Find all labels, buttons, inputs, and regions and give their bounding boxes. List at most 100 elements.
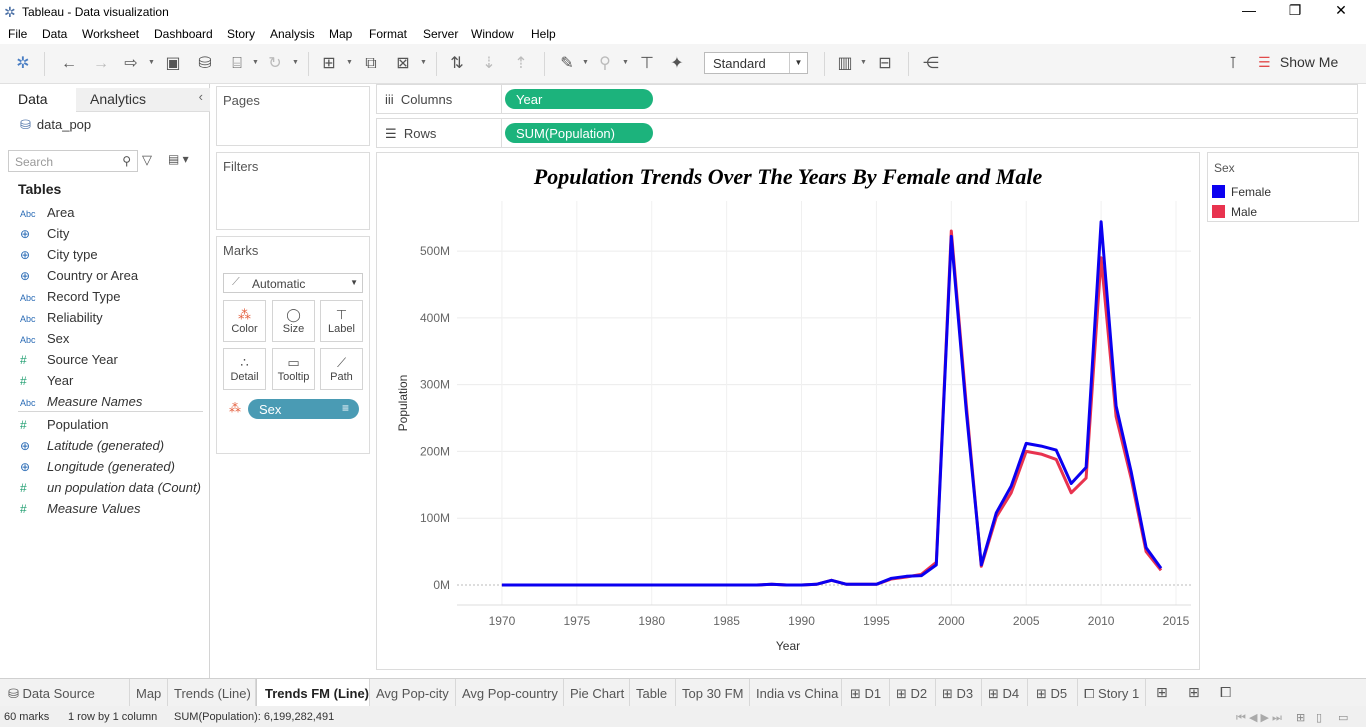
chevron-down-icon[interactable]: ▼ [622,59,629,66]
label-button[interactable]: ⊤ Label [320,300,363,342]
chevron-down-icon[interactable]: ▼ [420,59,427,66]
tab-d4[interactable]: ⊞ D4 [982,679,1028,707]
tab-india-vs-china[interactable]: India vs China [750,679,842,707]
tab-map[interactable]: Map [130,679,168,707]
path-button[interactable]: ⟋ Path [320,348,363,390]
field-record-type[interactable]: Abc Record Type [20,289,120,309]
field-measure-names[interactable]: Abc Measure Names [20,394,142,414]
tab-d3[interactable]: ⊞ D3 [936,679,982,707]
sex-color-pill[interactable]: Sex ≡ [248,399,359,419]
legend-item-female[interactable]: Female [1212,185,1271,199]
minimize-button[interactable]: — [1242,2,1256,18]
color-legend[interactable]: Sex Female Male [1207,152,1359,222]
field-latitude[interactable]: ⊕ Latitude (generated) [20,438,164,458]
pages-shelf[interactable]: Pages [216,86,370,146]
menu-server[interactable]: Server [423,27,459,41]
field-count[interactable]: # un population data (Count) [20,480,201,500]
filter-icon[interactable]: ▽ [142,152,152,167]
tooltip-pin-icon[interactable]: ⊺ [1228,55,1238,72]
chevron-down-icon[interactable]: ▼ [346,59,353,66]
field-city[interactable]: ⊕ City [20,226,69,246]
menu-map[interactable]: Map [329,27,353,41]
show-mark-labels-icon[interactable]: ⊤ [640,55,654,72]
field-reliability[interactable]: Abc Reliability [20,310,103,330]
menu-analysis[interactable]: Analysis [270,27,315,41]
chevron-down-icon[interactable]: ▼ [292,59,299,66]
fix-axes-icon[interactable]: ✦ [670,55,684,72]
rows-shelf[interactable]: ☰ Rows SUM(Population) [376,118,1358,148]
new-dashboard-tab-icon[interactable]: ⊞ [1188,684,1200,700]
close-button[interactable]: ✕ [1335,2,1347,18]
tab-data-source[interactable]: ⛁ Data Source [0,679,130,707]
tableau-home-icon[interactable]: ✲ [16,55,30,72]
menu-format[interactable]: Format [369,27,408,41]
sort-ascending-icon[interactable]: ⇣ [482,55,496,72]
fit-select[interactable]: Standard ▼ [704,52,808,74]
chevron-down-icon[interactable]: ▼ [252,59,259,66]
menu-story[interactable]: Story [227,27,256,41]
field-area[interactable]: Abc Area [20,205,74,225]
field-population[interactable]: # Population [20,417,108,437]
columns-shelf[interactable]: iii Columns Year [376,84,1358,114]
chart-view[interactable]: Population Trends Over The Years By Fema… [376,152,1200,670]
menu-window[interactable]: Window [471,27,514,41]
field-measure-values[interactable]: # Measure Values [20,501,140,521]
tab-d2[interactable]: ⊞ D2 [890,679,936,707]
chevron-down-icon[interactable]: ▼ [860,59,867,66]
tabs-view-icon[interactable]: ▭ [1338,712,1349,724]
size-button[interactable]: ◯ Size [272,300,315,342]
undo-icon[interactable]: ← [61,55,77,72]
redo-icon[interactable]: → [93,55,109,72]
sort-descending-icon[interactable]: ⇡ [514,55,528,72]
swap-rows-columns-icon[interactable]: ⇅ [450,55,464,72]
new-story-tab-icon[interactable]: ⧠ [1220,684,1232,700]
presentation-mode-icon[interactable]: ⊟ [878,55,892,72]
new-worksheet-tab-icon[interactable]: ⊞ [1156,684,1168,700]
datasource-item[interactable]: ⛁ data_pop [20,117,91,133]
field-source-year[interactable]: # Source Year [20,352,118,372]
detail-button[interactable]: ∴ Detail [223,348,266,390]
collapse-pane-icon[interactable]: ‹ [198,89,203,104]
menu-help[interactable]: Help [531,27,556,41]
show-me-button[interactable]: ☰ Show Me [1258,54,1338,71]
field-longitude[interactable]: ⊕ Longitude (generated) [20,459,175,479]
tab-d1[interactable]: ⊞ D1 [842,679,890,707]
color-button[interactable]: ⁂ Color [223,300,266,342]
highlight-icon[interactable]: ✎ [560,55,574,72]
tab-story-1[interactable]: ⧠ Story 1 [1078,679,1146,707]
new-worksheet-icon[interactable]: ⊞ [322,55,336,72]
tab-table[interactable]: Table [630,679,676,707]
tab-d5[interactable]: ⊞ D5 [1028,679,1078,707]
sheet-sorter-icon[interactable]: ⊞ [1296,712,1306,724]
view-options-icon[interactable]: ▤ ▾ [168,152,189,166]
tab-trends-line[interactable]: Trends (Line) [168,679,256,707]
series-line-male[interactable] [501,229,1163,587]
clear-sheet-icon[interactable]: ⊠ [396,55,410,72]
menu-dashboard[interactable]: Dashboard [154,27,213,41]
line-chart[interactable]: Population Trends Over The Years By Fema… [377,153,1199,669]
chevron-down-icon[interactable]: ▼ [582,59,589,66]
tab-avg-pop-country[interactable]: Avg Pop-country [456,679,564,707]
mark-type-select[interactable]: ⟋ Automatic ▼ [223,273,363,293]
field-year[interactable]: # Year [20,373,73,393]
tooltip-button[interactable]: ▭ Tooltip [272,348,315,390]
menu-file[interactable]: File [8,27,28,41]
menu-worksheet[interactable]: Worksheet [82,27,140,41]
sheet-navigation-icons[interactable]: ⏮ ◀ ▶ ⏭ [1236,712,1282,724]
search-input[interactable]: Search ⚲ [8,150,138,172]
tab-trends-fm-line[interactable]: Trends FM (Line) [256,679,370,707]
field-country-or-area[interactable]: ⊕ Country or Area [20,268,138,288]
population-pill[interactable]: SUM(Population) [505,123,653,143]
show-cards-icon[interactable]: ▥ [837,55,853,72]
group-members-icon[interactable]: ⚲ [599,55,611,72]
duplicate-sheet-icon[interactable]: ⧉ [365,55,377,72]
filmstrip-icon[interactable]: ▯ [1316,712,1323,724]
save-icon[interactable]: ▣ [165,55,181,72]
legend-item-male[interactable]: Male [1212,205,1257,219]
refresh-icon[interactable]: ↻ [268,55,282,72]
filters-shelf[interactable]: Filters [216,152,370,230]
year-pill[interactable]: Year [505,89,653,109]
pause-updates-icon[interactable]: ⌸ [232,55,242,72]
field-city-type[interactable]: ⊕ City type [20,247,98,267]
tab-data[interactable]: Data [18,91,48,107]
